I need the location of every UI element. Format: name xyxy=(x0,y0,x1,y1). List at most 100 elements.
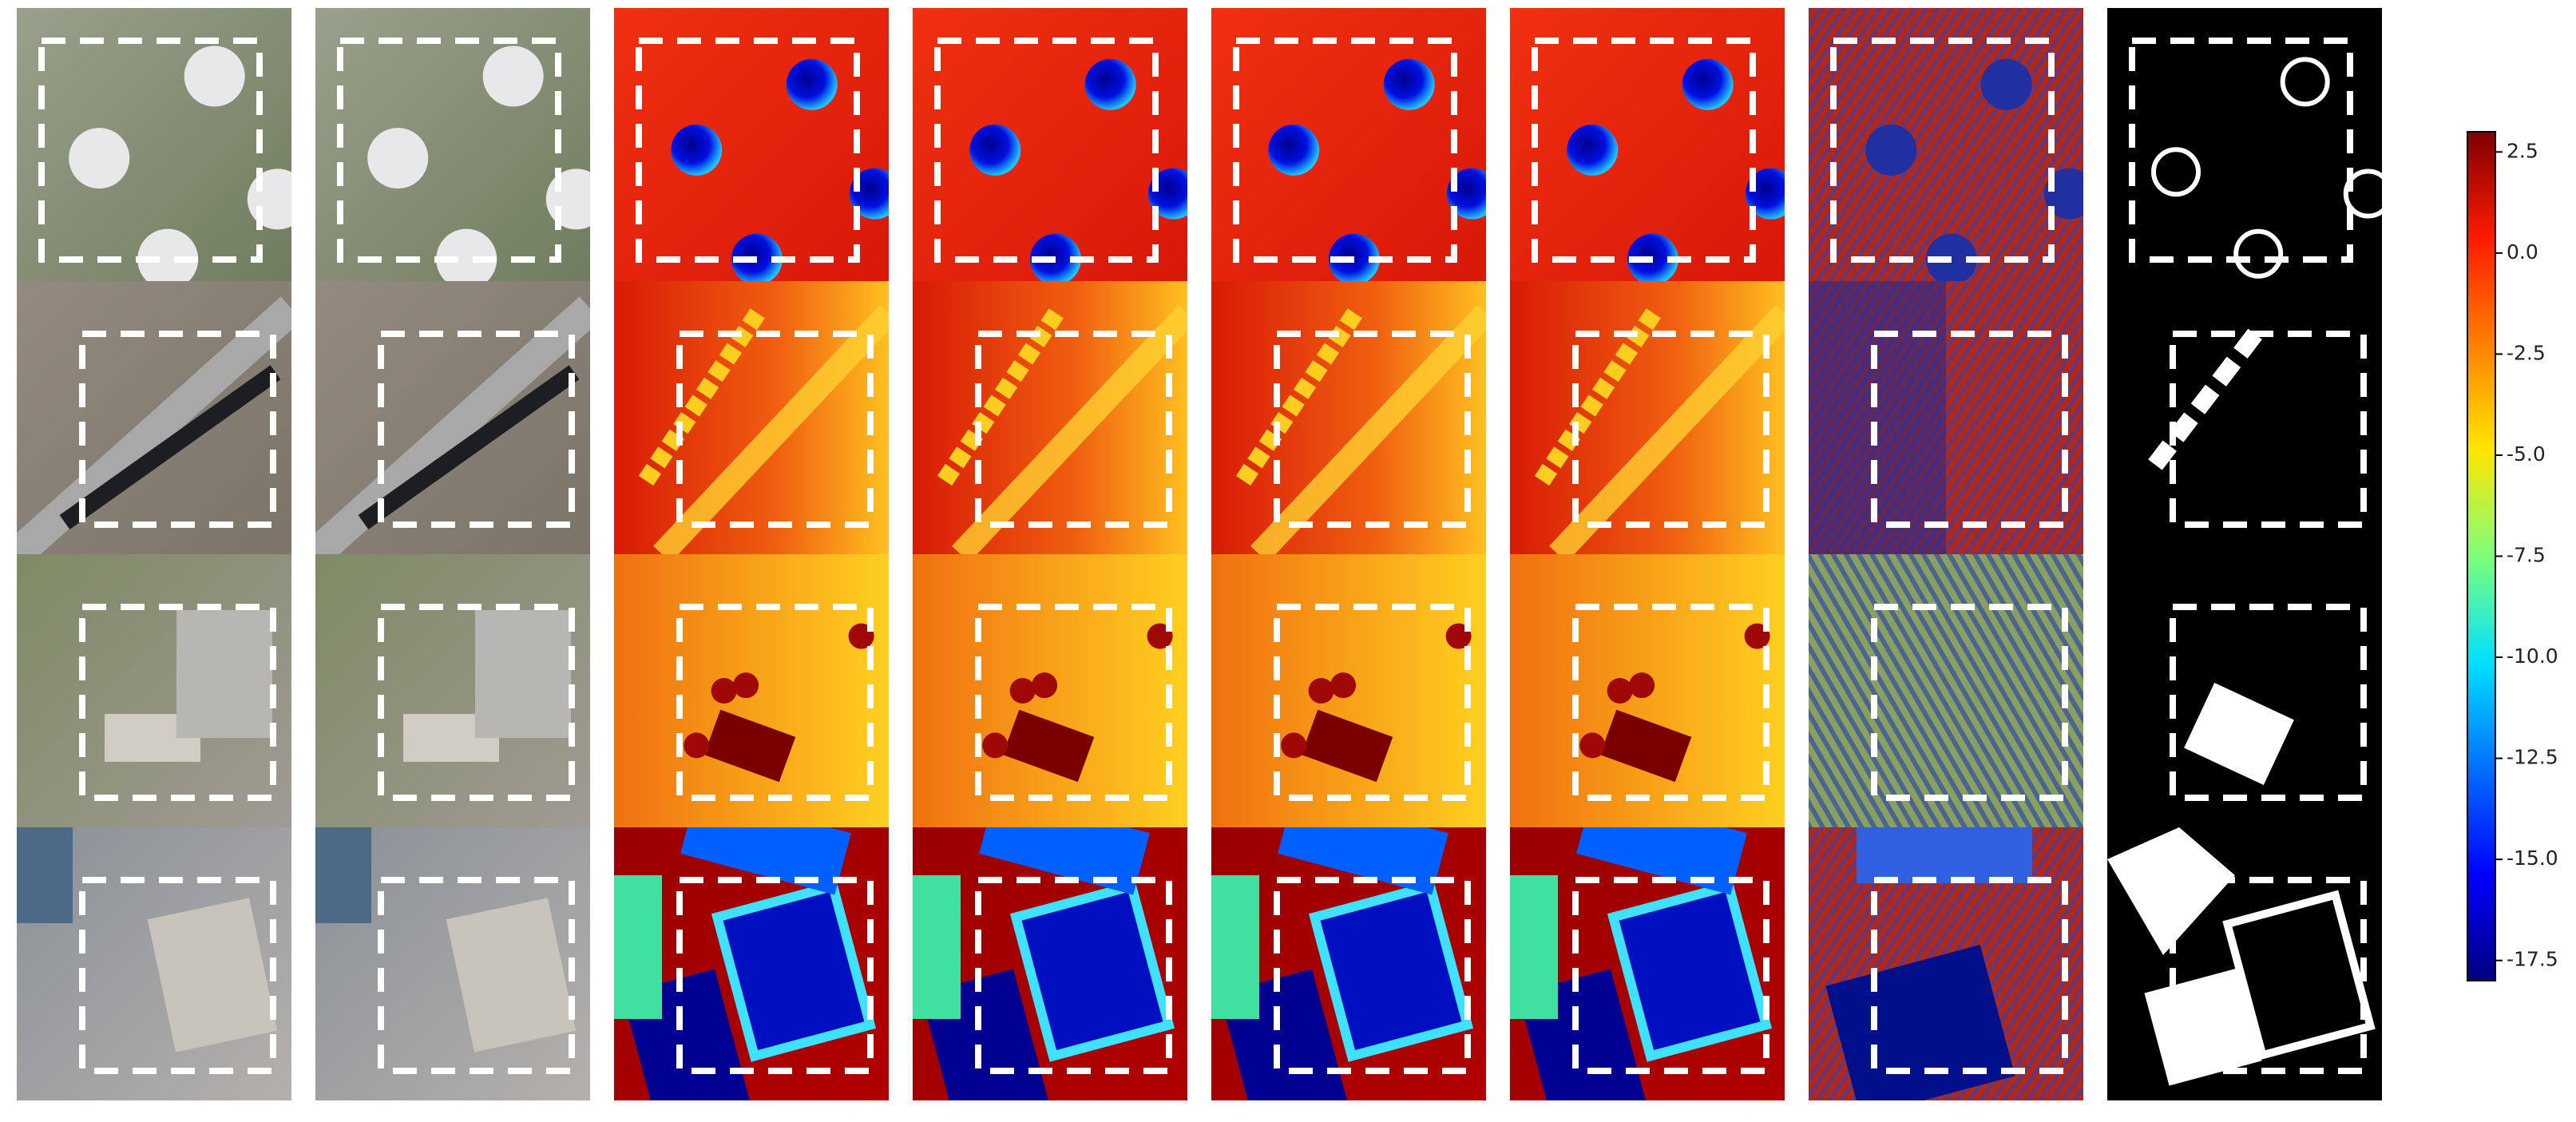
highlight-box xyxy=(2170,331,2367,528)
image-panel xyxy=(1211,8,1486,281)
highlight-box xyxy=(1871,331,2068,528)
highlight-box xyxy=(2170,877,2367,1074)
colorbar-tick-label: -12.5 xyxy=(2507,746,2558,769)
image-grid xyxy=(17,8,2382,1100)
image-panel xyxy=(1211,281,1486,554)
highlight-box xyxy=(79,331,276,528)
image-panel xyxy=(315,8,590,281)
highlight-box xyxy=(1871,877,2068,1074)
highlight-box xyxy=(337,38,561,263)
image-panel xyxy=(1809,8,2083,281)
depth-low xyxy=(1599,709,1692,783)
panel-background xyxy=(913,281,1187,554)
depth-low xyxy=(711,678,737,704)
depth-low xyxy=(1607,678,1633,704)
highlight-box xyxy=(378,331,575,528)
highlight-box xyxy=(378,877,575,1074)
trees xyxy=(1235,307,1363,486)
depth-low xyxy=(1002,709,1095,783)
highlight-box xyxy=(975,604,1172,801)
highlight-box xyxy=(378,604,575,801)
depth-roof xyxy=(1308,880,1474,1062)
depth-blob xyxy=(1268,124,1320,176)
trees xyxy=(1534,307,1662,486)
panel-background xyxy=(1510,281,1785,554)
depth-band xyxy=(952,304,1187,554)
panel-background xyxy=(2107,281,2382,554)
panel-background xyxy=(2107,554,2382,827)
image-panel xyxy=(1809,281,2083,554)
highlight-box xyxy=(676,604,874,801)
image-panel xyxy=(1211,554,1486,827)
image-panel xyxy=(614,281,889,554)
depth-low xyxy=(913,875,961,1019)
mask-band xyxy=(2148,323,2266,470)
image-panel xyxy=(614,827,889,1100)
colorbar-tick-label: 2.5 xyxy=(2507,139,2538,162)
highlight-box xyxy=(975,877,1172,1074)
tank xyxy=(367,128,429,189)
depth-low xyxy=(982,732,1009,759)
image-panel xyxy=(913,827,1187,1100)
image-panel xyxy=(17,554,291,827)
image-panel xyxy=(315,827,590,1100)
mask-ring xyxy=(2151,147,2201,197)
image-panel xyxy=(2107,554,2382,827)
highlight-box xyxy=(1572,604,1770,801)
colorbar-tick-label: -15.0 xyxy=(2507,846,2558,870)
image-panel xyxy=(614,554,889,827)
depth-blob xyxy=(786,58,838,110)
depth-roof xyxy=(1009,880,1175,1062)
error-region xyxy=(1857,827,2032,883)
depth-roof xyxy=(979,827,1150,895)
depth-low xyxy=(1579,732,1606,759)
image-panel xyxy=(2107,281,2382,554)
depth-low xyxy=(1510,875,1558,1019)
highlight-box xyxy=(1274,604,1471,801)
tower xyxy=(315,827,371,923)
depth-roof xyxy=(1576,827,1747,895)
panel-background xyxy=(1211,281,1486,554)
highlight-box xyxy=(1532,38,1756,263)
mask-region xyxy=(2184,682,2294,786)
depth-blob xyxy=(1383,58,1435,110)
depth-band xyxy=(653,304,889,554)
image-panel xyxy=(1211,827,1486,1100)
tank xyxy=(137,228,199,281)
mask-ring xyxy=(2280,57,2330,107)
highlight-box xyxy=(79,877,276,1074)
parking xyxy=(176,610,272,738)
error-blob xyxy=(1980,58,2032,110)
image-panel xyxy=(17,827,291,1100)
building xyxy=(147,898,278,1053)
trees xyxy=(937,307,1064,486)
image-panel xyxy=(1510,554,1785,827)
depth-blob xyxy=(671,124,723,176)
trees xyxy=(638,307,766,486)
colorbar: 2.5 0.0 -2.5 -5.0 -7.5 -10.0 -12.5 -15.0 -17.5 xyxy=(2467,131,2558,981)
image-panel xyxy=(913,8,1187,281)
depth-low xyxy=(684,732,710,759)
depth-low xyxy=(1629,672,1655,699)
tank xyxy=(436,228,497,281)
highlight-box xyxy=(1572,331,1770,528)
mask-ring xyxy=(2343,168,2382,219)
highlight-box xyxy=(38,38,263,263)
depth-low xyxy=(1308,678,1334,704)
depth-roof xyxy=(711,880,877,1062)
highlight-box xyxy=(2170,604,2367,801)
panel-background xyxy=(614,281,889,554)
highlight-box xyxy=(1572,877,1770,1074)
colorbar-tick-label: 0.0 xyxy=(2507,240,2538,264)
image-panel xyxy=(17,281,291,554)
image-panel xyxy=(1809,827,2083,1100)
shadow xyxy=(358,365,580,529)
colorbar-tick-label: -10.0 xyxy=(2507,644,2558,668)
panel-background xyxy=(1809,554,2083,827)
depth-roof xyxy=(1607,880,1773,1062)
mask-ring xyxy=(2233,228,2284,279)
depth-roof xyxy=(1278,827,1449,895)
colorbar-tick-label: -5.0 xyxy=(2507,442,2546,466)
image-panel xyxy=(614,8,889,281)
